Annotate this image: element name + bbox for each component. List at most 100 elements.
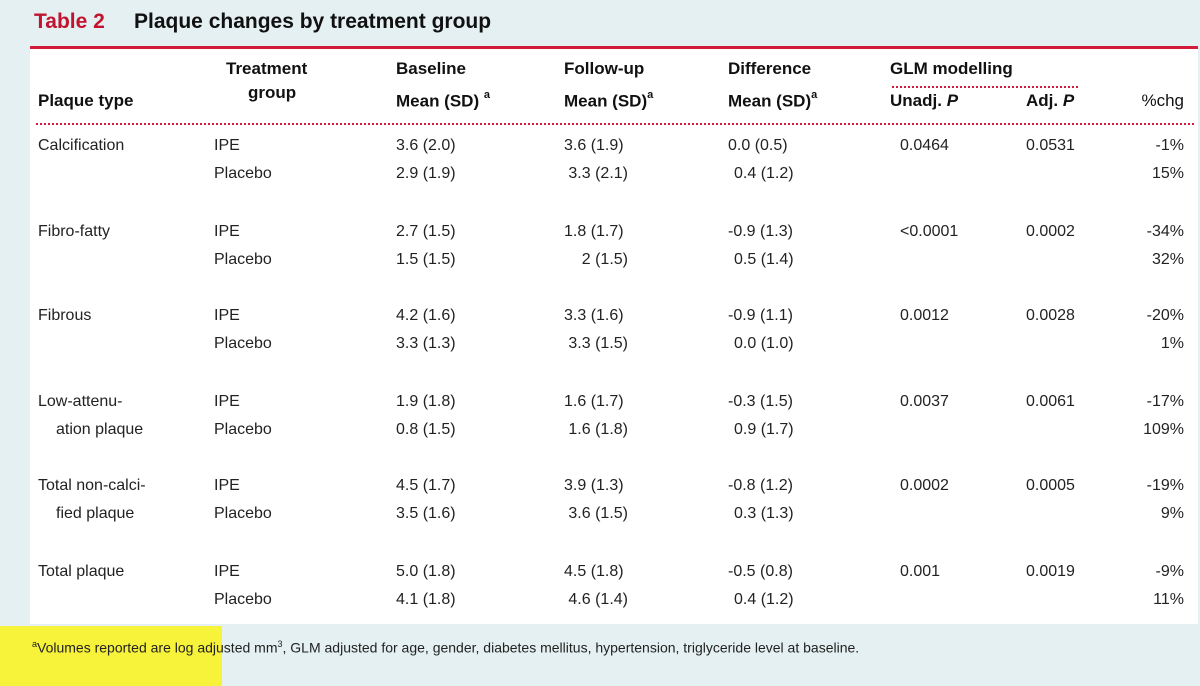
cell-g2: Placebo (214, 421, 272, 438)
cell-b2: 1.5 (1.5) (396, 251, 456, 268)
cell-adj: 0.0005 (1026, 477, 1075, 494)
cell-f2: 4.6 (1.4) (568, 591, 628, 608)
cell-type1: Low-attenu- (38, 393, 123, 410)
table-title: Plaque changes by treatment group (134, 10, 492, 33)
cell-d1: -0.3 (1.5) (728, 393, 793, 410)
header-treatment-line1: Treatment (226, 59, 308, 78)
cell-d2: 0.4 (1.2) (734, 165, 794, 182)
cell-g2: Placebo (214, 251, 272, 268)
cell-f1: 4.5 (1.8) (564, 563, 624, 580)
cell-c1: -17% (1146, 393, 1184, 410)
cell-b2: 0.8 (1.5) (396, 421, 456, 438)
data-table: Plaque type Treatment group Baseline Mea… (30, 46, 1198, 627)
cell-type1: Fibrous (38, 307, 92, 324)
cell-d1: -0.8 (1.2) (728, 477, 793, 494)
header-treatment-line2: group (248, 83, 297, 102)
cell-unadj: 0.0012 (900, 307, 949, 324)
header-unadj-p: Unadj. P (890, 91, 959, 110)
cell-c2: 1% (1160, 335, 1184, 352)
cell-g1: IPE (214, 563, 240, 580)
cell-d2: 0.3 (1.3) (734, 505, 794, 522)
header-followup-mean: Mean (SD)a (564, 89, 654, 111)
table-number: Table 2 (34, 10, 105, 33)
header-adj-p: Adj. P (1026, 91, 1075, 110)
cell-f1: 1.8 (1.7) (564, 223, 624, 240)
cell-f1: 3.3 (1.6) (564, 307, 624, 324)
cell-d2: 0.0 (1.0) (734, 335, 794, 352)
footnote: aVolumes reported are log adjusted mm3, … (32, 639, 860, 656)
header-glm-modelling: GLM modelling (890, 59, 1013, 78)
cell-adj: 0.0531 (1026, 137, 1075, 154)
header-baseline: Baseline (396, 59, 466, 78)
cell-adj: 0.0028 (1026, 307, 1075, 324)
cell-c2: 11% (1153, 591, 1184, 608)
cell-adj: 0.0019 (1026, 563, 1075, 580)
cell-d2: 0.9 (1.7) (734, 421, 794, 438)
cell-b1: 4.5 (1.7) (396, 477, 456, 494)
cell-f1: 1.6 (1.7) (564, 393, 624, 410)
header-pchg: %chg (1141, 91, 1184, 110)
cell-f2: 2 (1.5) (581, 251, 628, 268)
cell-b1: 4.2 (1.6) (396, 307, 456, 324)
cell-g1: IPE (214, 307, 240, 324)
cell-g2: Placebo (214, 165, 272, 182)
cell-adj: 0.0061 (1026, 393, 1075, 410)
cell-d2: 0.4 (1.2) (734, 591, 794, 608)
cell-d2: 0.5 (1.4) (734, 251, 794, 268)
header-difference-mean: Mean (SD)a (728, 89, 818, 111)
cell-unadj: 0.0464 (900, 137, 949, 154)
cell-d1: 0.0 (0.5) (728, 137, 788, 154)
cell-unadj: <0.0001 (900, 223, 959, 240)
cell-b2: 4.1 (1.8) (396, 591, 456, 608)
cell-type1: Calcification (38, 137, 125, 154)
cell-f2: 3.3 (2.1) (568, 165, 628, 182)
cell-f1: 3.6 (1.9) (564, 137, 624, 154)
cell-c1: -9% (1155, 563, 1184, 580)
header-baseline-mean: Mean (SD) a (396, 89, 490, 111)
cell-type1: Total non-calci- (38, 477, 146, 494)
header-divider (36, 123, 1194, 125)
cell-g2: Placebo (214, 591, 272, 608)
cell-adj: 0.0002 (1026, 223, 1075, 240)
cell-unadj: 0.0002 (900, 477, 949, 494)
cell-b1: 2.7 (1.5) (396, 223, 456, 240)
glm-divider (892, 86, 1078, 88)
cell-f2: 3.6 (1.5) (568, 505, 628, 522)
cell-type2: ation plaque (56, 421, 144, 438)
cell-b2: 3.3 (1.3) (396, 335, 456, 352)
cell-f1: 3.9 (1.3) (564, 477, 624, 494)
header-difference: Difference (728, 59, 812, 78)
highlighter-mark (0, 626, 222, 686)
cell-c1: -1% (1155, 137, 1184, 154)
cell-c2: 32% (1151, 251, 1184, 268)
cell-unadj: 0.001 (900, 563, 941, 580)
header-followup: Follow-up (564, 59, 645, 78)
cell-c2: 9% (1160, 505, 1184, 522)
cell-d1: -0.9 (1.3) (728, 223, 793, 240)
cell-b2: 2.9 (1.9) (396, 165, 456, 182)
cell-g1: IPE (214, 477, 240, 494)
header-plaque-type: Plaque type (38, 91, 134, 110)
cell-d1: -0.9 (1.1) (728, 307, 793, 324)
cell-c1: -34% (1146, 223, 1184, 240)
cell-c2: 15% (1151, 165, 1184, 182)
cell-type1: Fibro-fatty (38, 223, 111, 240)
cell-b1: 1.9 (1.8) (396, 393, 456, 410)
cell-g1: IPE (214, 137, 240, 154)
cell-c2: 109% (1143, 421, 1184, 438)
cell-b2: 3.5 (1.6) (396, 505, 456, 522)
cell-g2: Placebo (214, 335, 272, 352)
cell-g2: Placebo (214, 505, 272, 522)
table-caption: Table 2 Plaque changes by treatment grou… (0, 0, 1200, 46)
cell-type1: Total plaque (38, 563, 125, 580)
cell-g1: IPE (214, 393, 240, 410)
cell-b1: 3.6 (2.0) (396, 137, 456, 154)
cell-f2: 3.3 (1.5) (568, 335, 628, 352)
cell-unadj: 0.0037 (900, 393, 949, 410)
cell-g1: IPE (214, 223, 240, 240)
cell-d1: -0.5 (0.8) (728, 563, 793, 580)
cell-c1: -20% (1146, 307, 1184, 324)
cell-f2: 1.6 (1.8) (568, 421, 628, 438)
cell-c1: -19% (1146, 477, 1184, 494)
